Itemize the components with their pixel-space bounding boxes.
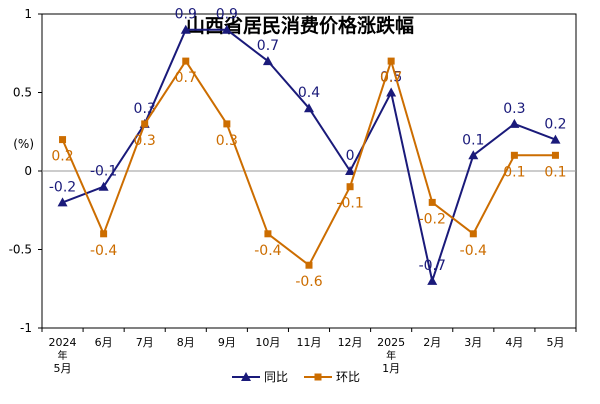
- data-label: 0.9: [175, 7, 197, 23]
- data-point-marker: [182, 57, 190, 65]
- data-point-marker: [304, 103, 314, 113]
- data-label: -0.4: [90, 243, 117, 259]
- data-label: 0.3: [134, 133, 156, 149]
- data-label: 0.1: [544, 164, 566, 180]
- data-point-marker: [386, 87, 397, 97]
- data-label: 0.9: [216, 7, 238, 23]
- x-tick-label: 8月: [177, 336, 195, 349]
- data-label: -0.7: [419, 258, 446, 274]
- data-label: 0.4: [298, 85, 320, 101]
- data-label: 0.3: [134, 101, 156, 117]
- data-point-marker: [59, 136, 67, 144]
- data-point-marker: [262, 56, 273, 66]
- legend-swatch-marker: [314, 373, 322, 381]
- x-tick-label: 11月: [297, 336, 322, 349]
- data-point-marker: [510, 151, 518, 159]
- x-tick-label: 9月: [218, 336, 236, 349]
- data-label: -0.4: [254, 243, 281, 259]
- y-tick-label: -1: [20, 321, 32, 335]
- x-tick-label: 5月: [546, 336, 564, 349]
- y-axis-label: (%): [13, 137, 34, 151]
- x-tick-label: 6月: [95, 336, 113, 349]
- data-point-marker: [427, 275, 438, 285]
- data-label: 0.7: [380, 70, 402, 86]
- series-layer: -0.2-0.10.30.9 0.90.70.400.5-0.70.10.30.2…: [49, 7, 567, 291]
- data-label: -0.1: [336, 196, 363, 212]
- x-tick-label: 2025 年 1月: [377, 336, 405, 375]
- data-point-marker: [509, 118, 520, 128]
- data-point-marker: [57, 197, 68, 207]
- x-tick-label: 10月: [255, 336, 280, 349]
- data-point-marker: [387, 57, 395, 65]
- x-tick-label: 2024 年 5月: [49, 336, 77, 375]
- data-label: 0.1: [503, 164, 525, 180]
- data-label: 0.1: [462, 132, 484, 148]
- x-tick-label: 7月: [136, 336, 154, 349]
- data-point-marker: [551, 151, 559, 159]
- data-label: 0.3: [503, 101, 525, 117]
- legend-item-1: 同比: [232, 370, 288, 384]
- data-point-marker: [141, 120, 149, 128]
- x-axis: 2024 年 5月 6月 7月 8月 9月 10月 11月 12月 2025 年 1月 2月 3月 4月 5月: [41, 328, 577, 375]
- data-point-marker: [223, 120, 231, 128]
- data-point-marker: [305, 261, 313, 269]
- x-tick-label: 12月: [338, 336, 363, 349]
- x-tick-label: 4月: [505, 336, 523, 349]
- data-label: 0.3: [216, 133, 238, 149]
- data-point-marker: [100, 230, 108, 238]
- x-tick-label: 3月: [464, 336, 482, 349]
- y-tick-label: 0: [24, 164, 32, 178]
- data-point-marker: [468, 150, 479, 160]
- data-label: 0.7: [175, 70, 197, 86]
- data-label: -0.4: [460, 243, 487, 259]
- legend-item-2: 环比: [304, 370, 360, 384]
- data-point-marker: [345, 166, 356, 175]
- legend-label: 同比: [264, 370, 288, 384]
- data-point-marker: [550, 134, 561, 144]
- data-label: 0.2: [51, 149, 73, 165]
- data-point-marker: [264, 230, 272, 238]
- chart-title: 山西省居民消费价格涨跌幅: [186, 14, 414, 37]
- data-point-marker: [428, 198, 436, 206]
- data-point-marker: [221, 24, 232, 34]
- y-tick-label: 1: [24, 7, 32, 21]
- data-point-marker: [346, 183, 354, 191]
- data-label: -0.1: [90, 164, 117, 180]
- series-2: 0.2 -0.4 0.3 0.7 0.3 -0.4 -0.6 -0.1 0.7 -0.2 -0.4 0…: [51, 57, 567, 290]
- x-tick-label: 2月: [423, 336, 441, 349]
- data-label: 0: [346, 148, 355, 164]
- y-tick-label: 0.5: [13, 86, 32, 100]
- data-label: -0.6: [295, 274, 322, 290]
- data-point-marker: [98, 181, 109, 191]
- data-label: 0.2: [544, 117, 566, 133]
- data-label: -0.2: [49, 179, 76, 195]
- y-axis: -1 -0.5 0 0.5 1: [9, 7, 42, 335]
- data-point-marker: [180, 24, 191, 34]
- legend-swatch-marker: [241, 372, 251, 381]
- legend-label: 环比: [336, 370, 360, 384]
- data-label: 0.7: [257, 38, 279, 54]
- y-tick-label: -0.5: [9, 243, 32, 257]
- data-point-marker: [469, 230, 477, 238]
- data-label: -0.2: [419, 211, 446, 227]
- legend: 同比 环比: [232, 370, 360, 384]
